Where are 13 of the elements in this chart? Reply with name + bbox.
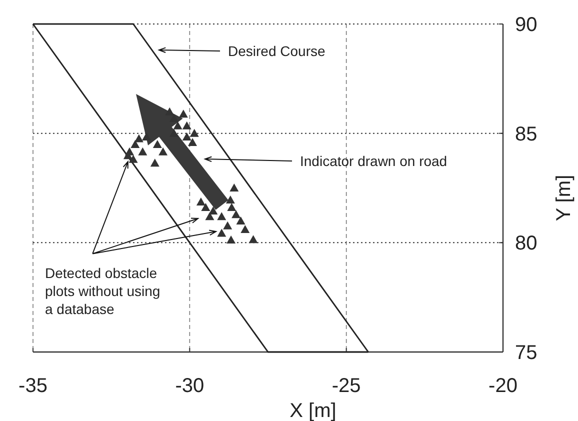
y-tick-label: 80 [515, 232, 538, 255]
x-axis-title: X [m] [290, 400, 336, 421]
x-tick-label: -25 [332, 375, 361, 397]
annotation: Indicator drawn on road [300, 153, 448, 169]
annotation: Desired Course [228, 43, 326, 59]
y-tick-label: 85 [515, 123, 538, 146]
x-tick-label: -30 [175, 375, 204, 397]
x-tick-label: -35 [18, 375, 48, 397]
y-tick-label: 75 [515, 342, 538, 364]
y-axis-title: Y [m] [553, 174, 575, 222]
y-tick-label: 90 [515, 14, 538, 36]
annotation: Detected obstacle plots without using a database [45, 265, 160, 317]
x-tick-label: -20 [488, 375, 518, 397]
